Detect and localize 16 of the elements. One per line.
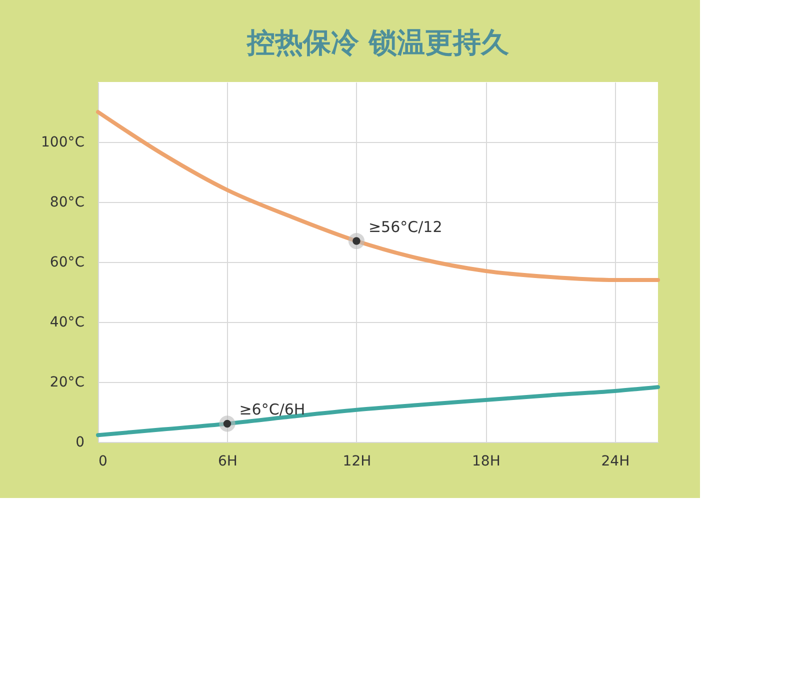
y-tick-label: 20°C <box>50 374 85 390</box>
chart-title: 控热保冷 锁温更持久 <box>246 26 509 59</box>
line-series <box>96 385 660 438</box>
x-tick-label: 0 <box>98 454 108 470</box>
line-series <box>96 110 660 282</box>
y-tick-label: 60°C <box>50 254 85 270</box>
y-tick-label: 40°C <box>50 314 85 330</box>
annotation: ≥6°C/6H <box>239 400 306 419</box>
x-tick-label: 12H <box>342 454 372 470</box>
annotation: ≥56°C/12 <box>368 218 442 236</box>
y-tick-label: 80°C <box>50 194 85 210</box>
y-tick-label: 0 <box>76 434 84 450</box>
x-tick-label: 18H <box>472 454 500 470</box>
y-tick-label: 100°C <box>41 134 85 150</box>
x-tick-label: 6H <box>218 454 238 470</box>
x-tick-label: 24H <box>601 454 630 470</box>
